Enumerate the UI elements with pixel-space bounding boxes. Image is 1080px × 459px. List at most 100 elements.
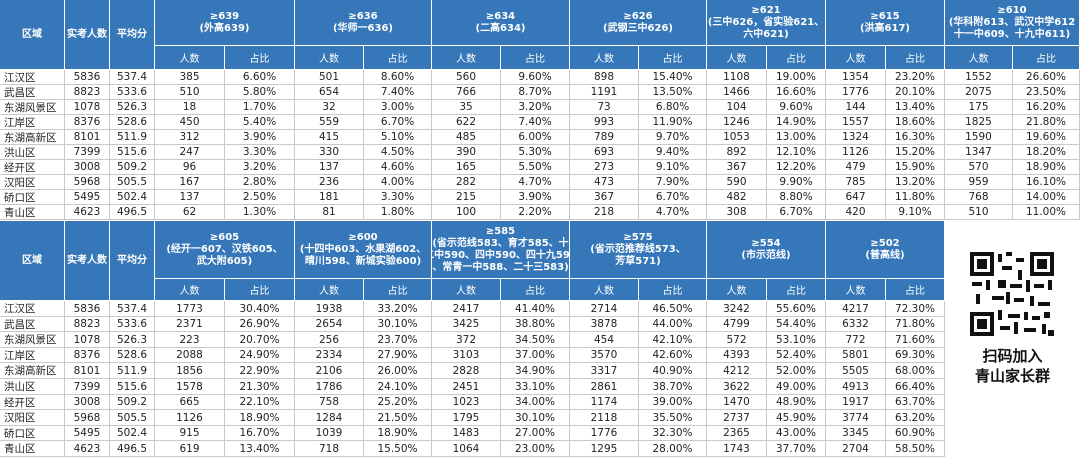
table-cell: 27.00% <box>501 426 570 441</box>
table-cell: 528.6 <box>110 348 155 363</box>
table-cell: 3008 <box>65 395 110 410</box>
table-cell: 367 <box>570 190 639 205</box>
group-label: ≥575 <box>623 231 653 243</box>
table-cell: 37.70% <box>767 441 826 457</box>
table-cell: 496.5 <box>110 441 155 457</box>
table-cell: 2371 <box>155 317 225 332</box>
table-cell: 5801 <box>826 348 886 363</box>
table-cell: 15.50% <box>364 441 432 457</box>
table-cell: 215 <box>432 190 501 205</box>
sub-header: 占比 <box>225 46 295 70</box>
table-cell: 96 <box>155 160 225 175</box>
table-cell: 30.10% <box>501 410 570 426</box>
table-cell: 11.80% <box>886 190 945 205</box>
sub-header: 人数 <box>432 46 501 70</box>
table-cell: 38.80% <box>501 317 570 332</box>
table-cell: 1174 <box>570 395 639 410</box>
table-cell: 282 <box>432 175 501 190</box>
table-cell: 33.10% <box>501 379 570 395</box>
table-cell: 7.40% <box>501 115 570 130</box>
table-cell: 137 <box>295 160 364 175</box>
table-cell: 3008 <box>65 160 110 175</box>
row-label: 东湖风景区 <box>0 100 65 115</box>
group-note: 武大附605) <box>196 255 253 267</box>
table-cell: 53.10% <box>767 332 826 348</box>
table-cell: 510 <box>945 205 1013 220</box>
table-cell: 11.90% <box>639 115 707 130</box>
group-label: ≥600 <box>348 231 378 243</box>
table-cell: 1773 <box>155 301 225 317</box>
table-cell: 372 <box>432 332 501 348</box>
table-cell: 473 <box>570 175 639 190</box>
column-header: 平均分 <box>110 221 155 301</box>
table-cell: 3242 <box>707 301 767 317</box>
table-cell: 2704 <box>826 441 886 457</box>
table-cell: 23.00% <box>501 441 570 457</box>
row-label: 江岸区 <box>0 348 65 363</box>
table-cell: 9.40% <box>639 145 707 160</box>
table-cell: 509.2 <box>110 160 155 175</box>
table-cell: 4623 <box>65 441 110 457</box>
table-cell: 308 <box>707 205 767 220</box>
table-cell: 223 <box>155 332 225 348</box>
row-label: 武昌区 <box>0 85 65 100</box>
table-cell: 23.70% <box>364 332 432 348</box>
table-cell: 12.20% <box>767 160 826 175</box>
table-cell: 20.70% <box>225 332 295 348</box>
table-cell: 54.40% <box>767 317 826 332</box>
sub-header: 占比 <box>767 279 826 301</box>
sub-header: 人数 <box>155 46 225 70</box>
table-cell: 6.70% <box>639 190 707 205</box>
table-cell: 515.6 <box>110 145 155 160</box>
table-cell: 559 <box>295 115 364 130</box>
group-note: (省示范线583、育才585、十 <box>432 237 569 249</box>
row-label: 青山区 <box>0 205 65 220</box>
table-cell: 4.50% <box>364 145 432 160</box>
group-note: (洪高617) <box>859 22 910 34</box>
table-cell: 4393 <box>707 348 767 363</box>
table-cell: 175 <box>945 100 1013 115</box>
table-cell: 1578 <box>155 379 225 395</box>
table-cell: 33.20% <box>364 301 432 317</box>
table-cell: 6.70% <box>767 205 826 220</box>
group-label: ≥554 <box>751 237 781 249</box>
group-label: ≥636 <box>348 10 378 22</box>
sub-header: 占比 <box>1013 46 1080 70</box>
group-label: ≥621 <box>751 4 781 16</box>
table-cell: 100 <box>432 205 501 220</box>
qr-caption: 扫码加入 <box>982 347 1043 365</box>
table-cell: 511.9 <box>110 130 155 145</box>
table-cell: 58.50% <box>886 441 945 457</box>
table-cell: 1743 <box>707 441 767 457</box>
table-cell: 38.70% <box>639 379 707 395</box>
table-cell: 1354 <box>826 70 886 85</box>
table-cell: 34.00% <box>501 395 570 410</box>
table-cell: 13.40% <box>225 441 295 457</box>
table-cell: 40.90% <box>639 363 707 379</box>
table-cell: 1053 <box>707 130 767 145</box>
table-cell: 19.00% <box>767 70 826 85</box>
sub-header: 占比 <box>225 279 295 301</box>
table-cell: 12.10% <box>767 145 826 160</box>
table-cell: 62 <box>155 205 225 220</box>
table-cell: 3.30% <box>364 190 432 205</box>
sub-header: 人数 <box>826 279 886 301</box>
group-label: ≥502 <box>870 237 900 249</box>
table-cell: 1039 <box>295 426 364 441</box>
table-cell: 21.80% <box>1013 115 1080 130</box>
row-label: 汉阳区 <box>0 175 65 190</box>
table-cell: 622 <box>432 115 501 130</box>
table-cell: 13.50% <box>639 85 707 100</box>
group-label: ≥639 <box>209 10 240 22</box>
table-cell: 14.00% <box>1013 190 1080 205</box>
table-cell: 6.60% <box>225 70 295 85</box>
table-cell: 898 <box>570 70 639 85</box>
table-cell: 5.10% <box>364 130 432 145</box>
table-cell: 45.90% <box>767 410 826 426</box>
table-cell: 4913 <box>826 379 886 395</box>
table-cell: 385 <box>155 70 225 85</box>
sub-header: 占比 <box>639 279 707 301</box>
table-cell: 52.40% <box>767 348 826 363</box>
table-cell: 4.60% <box>364 160 432 175</box>
